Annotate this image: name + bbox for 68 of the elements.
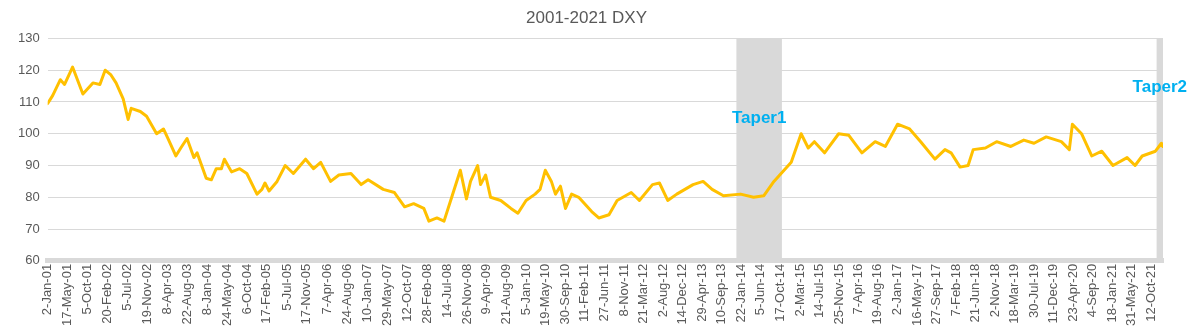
x-tick-label: 7-Apr-16 <box>850 263 866 315</box>
y-tick-label: 60 <box>25 252 40 268</box>
y-tick-label: 130 <box>17 29 40 45</box>
x-tick-label: 5-Jul-02 <box>119 263 135 311</box>
x-tick-label: 5-Jul-05 <box>278 263 294 311</box>
band-label: Taper2 <box>1132 77 1188 97</box>
x-tick-label: 21-Mar-12 <box>635 263 651 324</box>
x-tick-label: 2-Mar-15 <box>791 263 807 317</box>
x-tick-label: 16-May-17 <box>908 263 924 326</box>
x-tick-label: 5-Jan-10 <box>517 263 533 316</box>
x-tick-label: 20-Feb-02 <box>99 263 115 324</box>
chart-title: 2001-2021 DXY <box>526 7 647 27</box>
x-tick-label: 2-Jan-01 <box>39 263 55 316</box>
y-tick-label: 80 <box>25 188 40 204</box>
x-tick-label: 14-Jul-08 <box>439 263 455 319</box>
x-tick-label: 17-Oct-14 <box>771 263 787 322</box>
x-tick-label: 12-Oct-21 <box>1142 263 1158 322</box>
x-tick-label: 17-Nov-05 <box>298 263 314 325</box>
x-tick-label: 11-Feb-11 <box>576 263 592 322</box>
x-tick-label: 8-Jan-04 <box>199 263 215 316</box>
y-tick-label: 100 <box>17 125 40 141</box>
x-tick-label: 21-Jun-18 <box>967 263 983 323</box>
x-tick-label: 8-Apr-03 <box>159 263 175 315</box>
x-tick-label: 17-Feb-05 <box>258 263 274 324</box>
x-tick-label: 18-Mar-19 <box>1006 263 1022 324</box>
x-tick-label: 21-Aug-09 <box>497 263 513 325</box>
x-tick-label: 22-Aug-03 <box>179 263 195 325</box>
x-tick-label: 9-Apr-09 <box>478 263 494 315</box>
y-tick-label: 70 <box>25 220 40 236</box>
x-tick-label: 2-Jan-17 <box>889 263 905 316</box>
x-tick-label: 30-Sep-10 <box>556 263 572 325</box>
x-tick-label: 12-Oct-07 <box>399 263 415 322</box>
band-label: Taper1 <box>731 108 787 128</box>
x-tick-label: 28-Feb-08 <box>419 263 435 324</box>
x-tick-label: 27-Sep-17 <box>928 263 944 325</box>
x-tick-label: 10-Sep-13 <box>713 263 729 325</box>
y-tick-label: 90 <box>25 157 40 173</box>
x-tick-label: 10-Jan-07 <box>359 263 375 323</box>
x-tick-label: 19-Nov-02 <box>139 263 155 325</box>
x-tick-label: 7-Apr-06 <box>318 263 334 315</box>
x-tick-label: 31-May-21 <box>1123 263 1139 326</box>
x-tick-label: 29-Apr-13 <box>693 263 709 322</box>
y-tick-label: 110 <box>18 93 40 109</box>
x-tick-label: 8-Nov-11 <box>615 263 631 317</box>
x-tick-label: 5-Jun-14 <box>752 263 768 316</box>
x-tick-label: 2-Nov-18 <box>986 263 1002 318</box>
x-tick-label: 4-Sep-20 <box>1084 263 1100 318</box>
x-tick-label: 24-Aug-06 <box>338 263 354 325</box>
x-tick-label: 14-Dec-12 <box>674 263 690 325</box>
x-tick-label: 19-May-10 <box>537 263 553 326</box>
x-tick-label: 22-Jan-14 <box>732 263 748 323</box>
x-tick-label: 23-Apr-20 <box>1064 263 1080 322</box>
x-tick-label: 5-Oct-01 <box>79 263 95 315</box>
x-tick-label: 6-Oct-04 <box>238 263 254 315</box>
x-tick-label: 30-Jul-19 <box>1025 263 1041 319</box>
x-tick-label: 17-May-01 <box>58 263 74 326</box>
x-tick-label: 29-May-07 <box>379 263 395 326</box>
y-tick-label: 120 <box>17 61 40 77</box>
x-tick-label: 14-Jul-15 <box>811 263 827 319</box>
x-tick-label: 26-Nov-08 <box>458 263 474 325</box>
x-tick-label: 24-May-04 <box>219 263 235 326</box>
x-tick-label: 19-Aug-16 <box>869 263 885 325</box>
x-tick-label: 7-Feb-18 <box>947 263 963 317</box>
x-tick-label: 18-Jan-21 <box>1104 263 1120 323</box>
x-tick-label: 25-Nov-15 <box>830 263 846 325</box>
x-tick-label: 11-Dec-19 <box>1045 263 1061 324</box>
x-tick-label: 2-Aug-12 <box>654 263 670 318</box>
x-tick-label: 27-Jun-11 <box>596 263 612 322</box>
